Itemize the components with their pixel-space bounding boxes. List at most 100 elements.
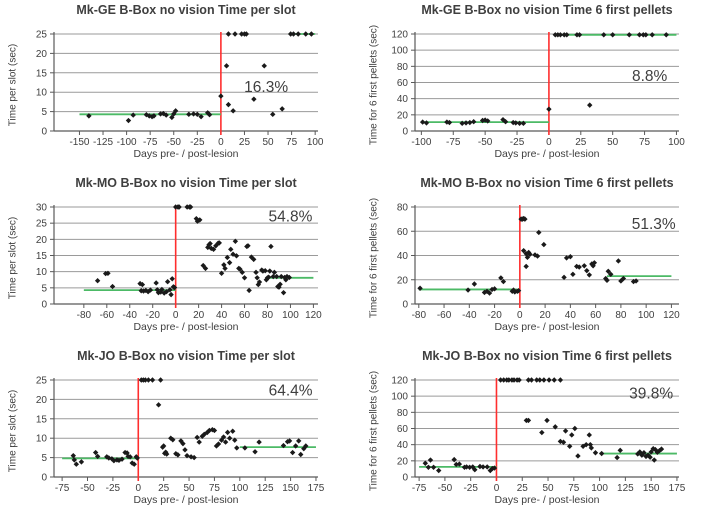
- data-point: [587, 102, 593, 108]
- data-point: [290, 31, 297, 37]
- x-tick-label: 80: [615, 310, 627, 321]
- x-axis-label: Days pre- / post-lesion: [494, 494, 600, 506]
- chart-mkge-time-6-pellets: Mk-GE B-Box no vision Time 6 first pelle…: [361, 0, 722, 173]
- x-tick-label: 120: [663, 310, 680, 321]
- y-tick-label: 60: [397, 424, 409, 435]
- data-point: [86, 113, 92, 119]
- chart-title: Mk-JO B-Box no vision Time per slot: [77, 349, 295, 363]
- y-axis-label: Time per slot (sec): [7, 43, 19, 127]
- data-point: [491, 465, 498, 471]
- x-tick-label: 175: [669, 483, 686, 494]
- data-point: [254, 275, 260, 281]
- data-point: [588, 445, 595, 451]
- x-tick-label: -125: [93, 137, 113, 148]
- data-point: [532, 252, 538, 258]
- data-point: [265, 274, 272, 280]
- data-point: [147, 287, 154, 293]
- data-point: [224, 429, 231, 436]
- data-point: [506, 377, 512, 383]
- data-point: [270, 273, 276, 280]
- data-point: [252, 449, 258, 455]
- data-point: [617, 447, 623, 454]
- x-tick-label: -50: [478, 137, 493, 148]
- data-point: [643, 32, 649, 38]
- data-point: [283, 277, 289, 283]
- data-point: [536, 229, 542, 236]
- chart-title: Mk-MO B-Box no vision Time per slot: [75, 176, 297, 190]
- data-point: [242, 445, 248, 451]
- data-point: [541, 241, 547, 248]
- data-point: [109, 283, 116, 290]
- y-axis-label: Time for 6 first pellets (sec): [368, 370, 380, 492]
- data-point: [218, 270, 225, 276]
- chart-title: Mk-GE B-Box no vision Time per slot: [76, 3, 296, 17]
- y-tick-label: 5: [41, 107, 47, 118]
- y-tick-label: 5: [41, 453, 47, 464]
- y-tick-label: 25: [36, 219, 48, 230]
- data-point: [199, 433, 205, 439]
- data-point: [511, 377, 517, 383]
- data-point: [160, 110, 167, 117]
- data-point: [149, 377, 156, 383]
- x-tick-label: -25: [106, 483, 121, 494]
- y-tick-label: 15: [36, 68, 48, 79]
- data-point: [498, 275, 504, 281]
- data-point: [184, 452, 190, 459]
- data-point: [584, 267, 590, 274]
- data-point: [145, 289, 151, 295]
- data-point: [663, 32, 669, 38]
- y-tick-label: 120: [391, 30, 408, 41]
- data-point: [270, 111, 276, 118]
- x-tick-label: -20: [487, 310, 502, 321]
- data-point: [484, 288, 490, 294]
- data-point: [541, 377, 547, 383]
- data-point: [581, 263, 587, 269]
- x-tick-label: 0: [517, 310, 523, 321]
- data-point: [234, 445, 240, 451]
- y-axis-label: Time per slot (sec): [7, 389, 19, 473]
- data-point: [633, 278, 639, 284]
- x-tick-label: 50: [183, 483, 195, 494]
- data-point: [500, 116, 506, 123]
- data-point: [190, 111, 197, 117]
- data-point: [222, 439, 229, 445]
- data-point: [163, 112, 169, 118]
- data-point: [226, 259, 233, 266]
- x-tick-label: -25: [510, 137, 525, 148]
- x-tick-label: -25: [463, 483, 478, 494]
- y-tick-label: 60: [397, 78, 409, 89]
- x-tick-label: 25: [575, 137, 587, 148]
- data-point: [245, 243, 251, 249]
- data-point: [467, 119, 473, 126]
- data-point: [471, 281, 478, 287]
- data-point: [159, 286, 165, 293]
- data-point: [230, 428, 236, 434]
- data-point: [94, 453, 101, 460]
- x-tick-label: -75: [412, 483, 427, 494]
- data-point: [172, 108, 179, 114]
- data-point: [575, 453, 581, 459]
- y-tick-label: 80: [397, 62, 409, 73]
- data-point: [221, 262, 227, 268]
- data-point: [430, 464, 437, 470]
- x-tick-label: -100: [117, 137, 137, 148]
- data-point: [465, 287, 471, 293]
- data-point: [153, 280, 159, 286]
- y-tick-label: 0: [402, 473, 408, 484]
- y-tick-label: 100: [391, 392, 408, 403]
- data-point: [604, 277, 610, 284]
- y-tick-label: 120: [391, 376, 408, 387]
- data-point: [287, 31, 294, 37]
- data-point: [551, 377, 557, 383]
- data-point: [502, 119, 509, 125]
- data-point: [533, 377, 540, 383]
- data-point: [171, 284, 178, 291]
- y-axis-label: Time for 6 first pellets (sec): [368, 197, 380, 319]
- data-point: [626, 32, 632, 38]
- y-tick-label: 60: [397, 227, 409, 238]
- data-point: [197, 217, 203, 223]
- chart-mkmo-time-6-pellets: Mk-MO B-Box no vision Time 6 first pelle…: [361, 173, 722, 346]
- data-point: [425, 464, 432, 470]
- lesion-deficit-percentage: 51.3%: [632, 216, 676, 233]
- x-tick-label: -60: [100, 310, 115, 321]
